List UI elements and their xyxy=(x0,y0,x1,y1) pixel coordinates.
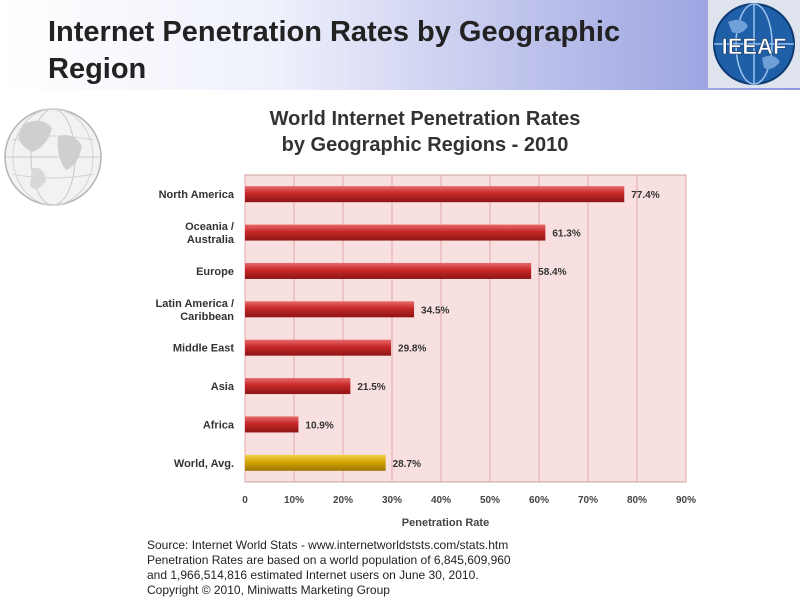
category-label-line: Oceania / xyxy=(185,221,234,233)
source-line: Penetration Rates are based on a world p… xyxy=(147,553,511,567)
bar xyxy=(245,378,351,395)
slide-title-line2: Region xyxy=(48,53,147,85)
category-label-line: Asia xyxy=(211,381,235,393)
globe-decoration xyxy=(2,106,104,208)
chart-title: World Internet Penetration Rates xyxy=(269,108,581,130)
copyright-line: Copyright © 2010, Miniwatts Marketing Gr… xyxy=(147,583,390,597)
category-label-line: World, Avg. xyxy=(174,458,234,470)
category-label: Europe xyxy=(196,266,234,278)
category-label-line: Europe xyxy=(196,266,234,278)
data-label: 61.3% xyxy=(552,229,580,240)
slide-header: Internet Penetration Rates by Geographic… xyxy=(0,0,800,90)
x-tick-label: 10% xyxy=(284,495,304,506)
x-tick-label: 20% xyxy=(333,495,353,506)
data-label: 34.5% xyxy=(421,305,449,316)
category-label-line: Middle East xyxy=(173,343,234,355)
bar xyxy=(245,186,625,203)
category-label-line: North America xyxy=(159,189,235,201)
x-tick-label: 80% xyxy=(627,495,647,506)
x-tick-label: 40% xyxy=(431,495,451,506)
category-label-line: Africa xyxy=(203,419,235,431)
chart-subtitle: by Geographic Regions - 2010 xyxy=(281,134,569,156)
globe-icon xyxy=(4,108,102,206)
bar xyxy=(245,454,386,471)
data-label: 77.4% xyxy=(631,190,659,201)
x-axis-title: Penetration Rate xyxy=(402,517,489,529)
data-label: 28.7% xyxy=(393,459,421,470)
data-label: 21.5% xyxy=(357,382,385,393)
category-label: Asia xyxy=(211,381,235,393)
category-label-line: Caribbean xyxy=(180,311,234,323)
x-tick-label: 30% xyxy=(382,495,402,506)
source-line: Source: Internet World Stats - www.inter… xyxy=(147,538,509,552)
bar xyxy=(245,301,415,318)
bar xyxy=(245,339,392,356)
source-line: and 1,966,514,816 estimated Internet use… xyxy=(147,568,479,582)
globe-icon xyxy=(713,3,795,85)
category-label: World, Avg. xyxy=(174,458,234,470)
category-label-line: Australia xyxy=(187,234,235,246)
category-label: North America xyxy=(159,189,235,201)
bar xyxy=(245,262,532,279)
bar xyxy=(245,416,299,433)
ieeaf-logo: IEEAF xyxy=(708,0,800,88)
x-tick-label: 90% xyxy=(676,495,696,506)
source-note: Source: Internet World Stats - www.inter… xyxy=(147,538,667,598)
slide-title-line1: Internet Penetration Rates by Geographic xyxy=(48,16,621,48)
category-label: Middle East xyxy=(173,343,234,355)
x-tick-label: 50% xyxy=(480,495,500,506)
category-label: Africa xyxy=(203,419,235,431)
slide-title: Internet Penetration Rates by Geographic… xyxy=(48,14,688,88)
data-label: 10.9% xyxy=(305,420,333,431)
x-tick-label: 70% xyxy=(578,495,598,506)
x-tick-label: 0 xyxy=(242,495,248,506)
category-label-line: Latin America / xyxy=(156,298,234,310)
category-label: Oceania / Australia xyxy=(185,221,235,246)
data-label: 29.8% xyxy=(398,344,426,355)
category-label: Latin America / Caribbean xyxy=(156,298,235,323)
data-label: 58.4% xyxy=(538,267,566,278)
logo-text: IEEAF xyxy=(722,34,787,59)
x-tick-label: 60% xyxy=(529,495,549,506)
plot-background xyxy=(244,174,687,483)
bar xyxy=(245,224,546,241)
